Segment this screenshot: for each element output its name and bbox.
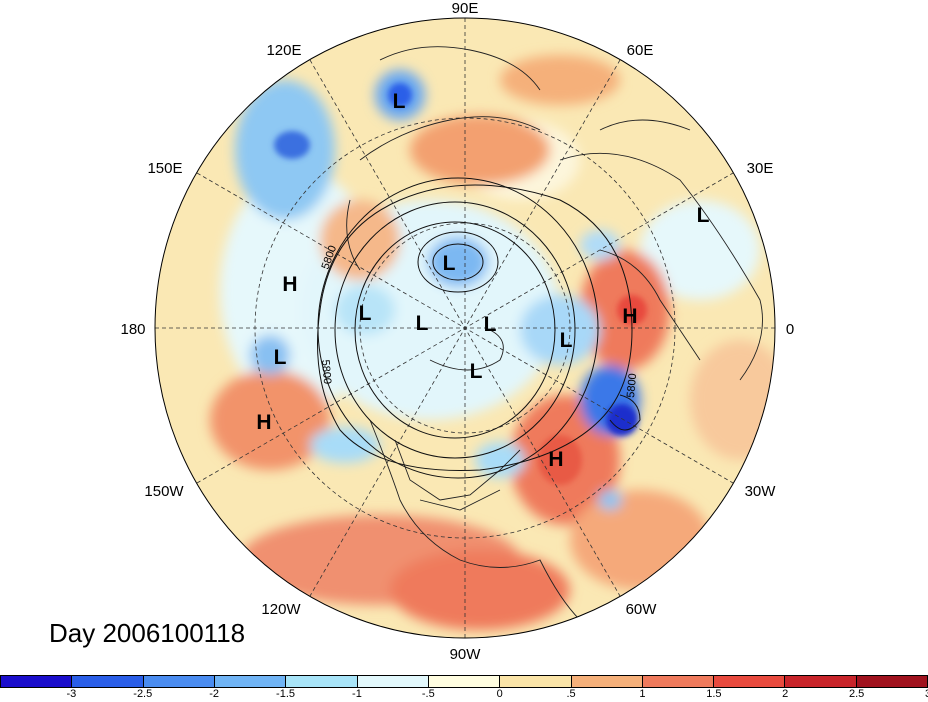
colorbar-segment bbox=[642, 676, 715, 687]
lon-label-120e: 120E bbox=[266, 42, 301, 59]
colorbar-tick-label: 2 bbox=[782, 688, 789, 700]
colorbar-tick-label: -.5 bbox=[421, 688, 435, 700]
high-center: H bbox=[256, 411, 271, 434]
graticule bbox=[155, 18, 775, 638]
colorbar-segment bbox=[214, 676, 287, 687]
colorbar-tick-label: -2 bbox=[209, 688, 220, 700]
high-center: H bbox=[622, 305, 637, 328]
low-center: L bbox=[359, 302, 372, 325]
colorbar-tick-label: 1 bbox=[639, 688, 646, 700]
colorbar-labels: -3 -2.5 -2 -1.5 -1 -.5 0 .5 1 1.5 2 2.5 3 bbox=[0, 688, 928, 702]
low-center: L bbox=[560, 329, 573, 352]
lon-label-30e: 30E bbox=[747, 160, 774, 177]
contour-label-b: 5800 bbox=[319, 359, 333, 384]
high-center: H bbox=[548, 448, 563, 471]
lon-label-150e: 150E bbox=[147, 160, 182, 177]
lon-label-120w: 120W bbox=[261, 601, 301, 618]
colorbar-segment bbox=[72, 676, 144, 687]
low-center: L bbox=[443, 252, 456, 275]
colorbar-tick-label: 2.5 bbox=[848, 688, 865, 700]
height-contours bbox=[317, 177, 641, 479]
polar-map: 5800 5800 5800 90E 120E 60E 150E 30E 180… bbox=[120, 0, 794, 663]
map-title: Day 2006100118 bbox=[49, 618, 246, 648]
colorbar-tick-label: -3 bbox=[66, 688, 77, 700]
lon-label-150w: 150W bbox=[144, 483, 184, 500]
colorbar-segment bbox=[1, 676, 73, 687]
colorbar-segment bbox=[714, 676, 786, 687]
lon-label-90w: 90W bbox=[450, 646, 482, 663]
lon-label-60w: 60W bbox=[626, 601, 658, 618]
colorbar-tick-label: -2.5 bbox=[133, 688, 153, 700]
coastlines bbox=[346, 46, 763, 621]
colorbar-tick-label: -1 bbox=[352, 688, 362, 700]
colorbar-tick-label: 0 bbox=[496, 688, 503, 700]
map-border bbox=[154, 17, 776, 639]
colorbar-segment bbox=[571, 676, 643, 687]
lon-label-0: 0 bbox=[786, 321, 794, 338]
low-center: L bbox=[484, 313, 497, 336]
colorbar-segment bbox=[856, 676, 928, 687]
colorbar-tick-label: 1.5 bbox=[706, 688, 722, 700]
low-center: L bbox=[393, 90, 406, 113]
lon-label-30w: 30W bbox=[745, 483, 777, 500]
colorbar-tick-label: -1.5 bbox=[276, 688, 296, 700]
lon-label-60e: 60E bbox=[627, 42, 654, 59]
colorbar-tick-label: .5 bbox=[566, 688, 576, 700]
colorbar-segment bbox=[785, 676, 857, 687]
contour-label-c: 5800 bbox=[625, 373, 639, 398]
colorbar-segment bbox=[357, 676, 429, 687]
anomaly-field bbox=[155, 18, 775, 638]
low-center: L bbox=[274, 346, 287, 369]
colorbar bbox=[0, 675, 928, 688]
high-center: H bbox=[282, 273, 297, 296]
colorbar-segment bbox=[428, 676, 501, 687]
colorbar-segment bbox=[286, 676, 358, 687]
colorbar-tick-label: 3 bbox=[925, 688, 928, 700]
lon-label-180: 180 bbox=[120, 321, 145, 338]
lon-label-90e: 90E bbox=[452, 0, 479, 17]
low-center: L bbox=[697, 204, 710, 227]
colorbar-segment bbox=[143, 676, 215, 687]
colorbar-segment bbox=[500, 676, 572, 687]
low-center: L bbox=[470, 360, 483, 383]
low-center: L bbox=[416, 312, 429, 335]
